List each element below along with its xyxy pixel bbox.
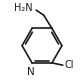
Text: N: N (27, 67, 34, 77)
Text: Cl: Cl (64, 60, 74, 70)
Text: H₂N: H₂N (14, 3, 33, 13)
